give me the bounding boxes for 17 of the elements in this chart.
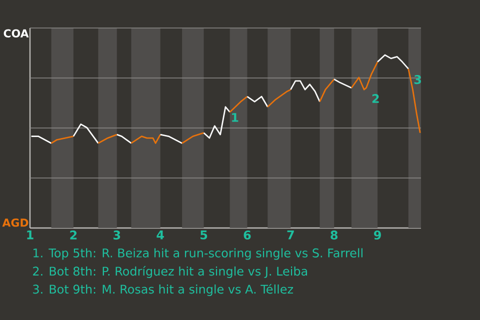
text: 1. Top 5th: R. Beiza hit a run-scoring single vs S. Farrell: [34, 248, 362, 260]
x-tick-label: 2: [70, 230, 77, 240]
x-tick-label: 5: [200, 230, 208, 240]
annotation: 2: [372, 94, 379, 103]
annotation: 1: [232, 113, 238, 122]
x-tick-label: 4: [156, 230, 164, 240]
x-tick-label: 3: [114, 230, 120, 240]
text: 2. Bot 8th: P. Rodríguez hit a single vs J. Leiba: [33, 266, 308, 278]
x-tick-label: 9: [374, 230, 381, 240]
text: AGD: [2, 218, 28, 227]
text: 3. Bot 9th: M. Rosas hit a single vs A. Téllez: [33, 284, 294, 296]
x-tick-label: 6: [244, 230, 251, 240]
annotation: 3: [414, 75, 421, 84]
x-tick-label: 8: [330, 230, 338, 240]
x-tick-label: 1: [27, 230, 34, 240]
text: COA: [4, 29, 29, 38]
x-tick-label: 7: [287, 230, 294, 240]
